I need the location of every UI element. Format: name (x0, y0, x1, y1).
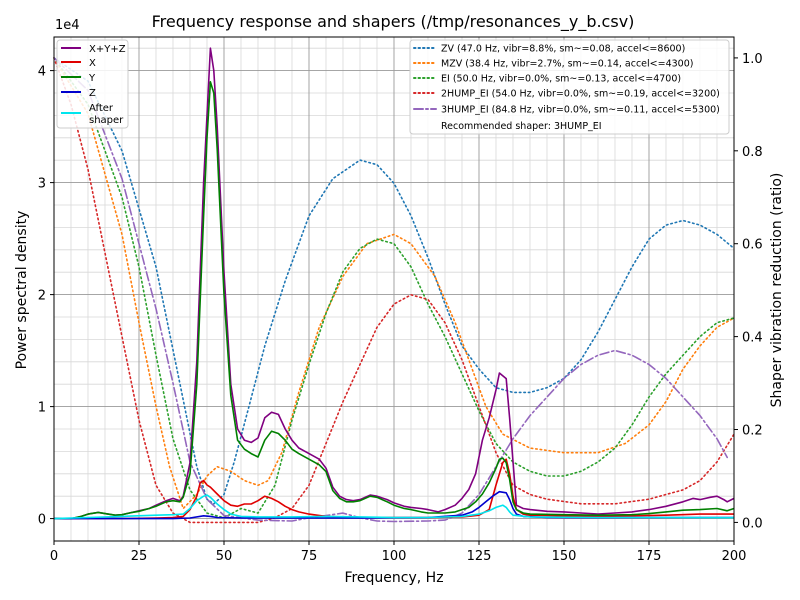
y-left-tick-label: 1 (38, 401, 46, 416)
x-tick-label: 100 (382, 549, 407, 564)
y-axis-label-left: Power spectral density (14, 211, 30, 370)
legend-shaper-label: 3HUMP_EI (84.8 Hz, vibr=0.0%, sm~=0.11, … (441, 105, 720, 116)
plot-lines (53, 47, 735, 524)
legend-shaper-label: 2HUMP_EI (54.0 Hz, vibr=0.0%, sm~=0.19, … (441, 89, 720, 100)
legend-psd-label: After (89, 103, 114, 114)
x-tick-label: 125 (467, 549, 492, 564)
legend-shaper-label: MZV (38.4 Hz, vibr=2.7%, sm~=0.14, accel… (441, 59, 693, 70)
shaper-series-2 (53, 57, 735, 519)
x-tick-label: 150 (552, 549, 577, 564)
legend-shaper-label: ZV (47.0 Hz, vibr=8.8%, sm~=0.08, accel<… (441, 44, 685, 55)
legend-psd-label: X (89, 58, 96, 69)
x-tick-label: 200 (722, 549, 747, 564)
legend-psd-label: shaper (89, 115, 124, 126)
psd-series-4 (53, 494, 735, 520)
chart-title: Frequency response and shapers (/tmp/res… (152, 12, 635, 32)
y-left-tick-label: 0 (38, 513, 46, 528)
psd-series-2 (54, 81, 735, 520)
y-right-tick-label: 1.0 (742, 52, 763, 67)
y-axis-scale-label: 1e4 (55, 18, 80, 33)
y-axis-label-right: Shaper vibration reduction (ratio) (769, 173, 785, 408)
y-right-tick-label: 0.8 (742, 145, 763, 160)
y-right-tick-label: 0.4 (742, 331, 763, 346)
y-right-tick-label: 0.0 (742, 516, 763, 531)
x-axis-label: Frequency, Hz (344, 570, 443, 586)
legend-psd-label: Z (89, 88, 96, 99)
psd-series-0 (54, 47, 735, 520)
x-tick-label: 175 (637, 549, 662, 564)
legend-psd-label: X+Y+Z (89, 44, 126, 55)
y-right-tick-label: 0.6 (742, 238, 763, 253)
legend-shapers-box (409, 39, 730, 135)
legend-shapers: ZV (47.0 Hz, vibr=8.8%, sm~=0.08, accel<… (409, 39, 730, 135)
x-tick-label: 50 (216, 549, 233, 564)
shaper-series-4 (53, 57, 728, 523)
shaper-series-3 (53, 57, 735, 524)
y-left-tick-label: 2 (38, 289, 46, 304)
axes: 0 25 50 75 100 125 150 175 200 0 1 2 3 4 0.0 0.2 0.4 0.6 0… (38, 52, 763, 564)
y-left-tick-label: 4 (38, 65, 46, 80)
recommended-shaper-text: Recommended shaper: 3HUMP_EI (441, 121, 602, 132)
legend-psd-label: Y (88, 73, 96, 84)
x-tick-label: 75 (301, 549, 318, 564)
y-left-tick-label: 3 (38, 177, 46, 192)
x-tick-label: 25 (131, 549, 148, 564)
y-right-tick-label: 0.2 (742, 424, 763, 439)
x-tick-label: 0 (50, 549, 58, 564)
legend-shaper-label: EI (50.0 Hz, vibr=0.0%, sm~=0.13, accel<… (441, 74, 681, 85)
